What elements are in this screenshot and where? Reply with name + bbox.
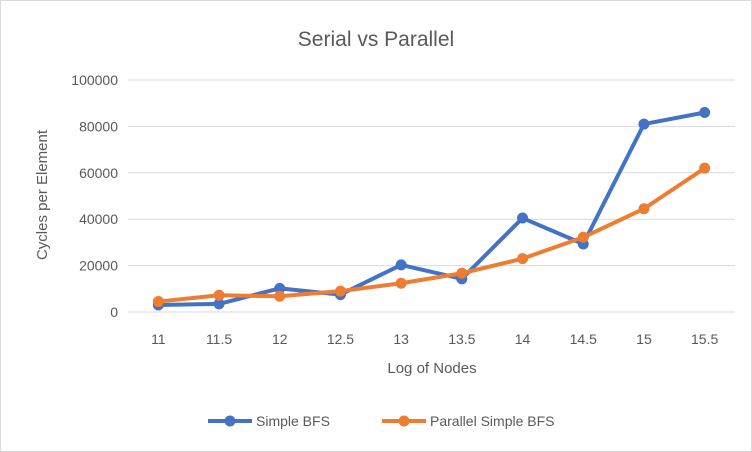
data-point-parallel-simple-bfs	[334, 285, 346, 297]
data-point-parallel-simple-bfs	[152, 296, 164, 308]
x-tick-label: 13	[393, 331, 409, 347]
data-point-simple-bfs	[638, 118, 650, 130]
data-point-parallel-simple-bfs	[274, 290, 286, 302]
data-point-parallel-simple-bfs	[577, 231, 589, 243]
series-line-parallel-simple-bfs	[156, 166, 707, 304]
y-axis-label: Cycles per Element	[34, 129, 51, 260]
data-point-simple-bfs	[395, 259, 407, 271]
x-tick-label: 14.5	[570, 331, 597, 347]
x-tick-label: 12.5	[327, 331, 354, 347]
series-line-simple-bfs	[156, 110, 707, 308]
x-tick-label: 14	[515, 331, 531, 347]
x-axis-tick-labels: 11 11.5 12 12.5 13 13.5 14 14.5 15 15.5	[151, 331, 718, 347]
y-tick-label: 20000	[79, 258, 118, 274]
y-tick-label: 40000	[79, 211, 118, 227]
legend-marker-simple-bfs	[224, 415, 236, 427]
y-tick-label: 60000	[79, 165, 118, 181]
legend: Simple BFS Parallel Simple BFS	[208, 413, 555, 429]
y-tick-label: 80000	[79, 118, 118, 134]
data-point-parallel-simple-bfs	[638, 203, 650, 215]
data-point-simple-bfs	[699, 106, 711, 118]
data-point-parallel-simple-bfs	[213, 289, 225, 301]
data-point-parallel-simple-bfs	[517, 253, 529, 265]
gridlines	[128, 79, 735, 313]
legend-label-parallel-simple-bfs: Parallel Simple BFS	[430, 413, 555, 429]
data-point-simple-bfs	[274, 282, 286, 294]
y-tick-label: 0	[110, 304, 118, 320]
y-axis-tick-labels: 0 20000 40000 60000 80000 100000	[71, 72, 118, 320]
legend-label-simple-bfs: Simple BFS	[256, 413, 330, 429]
legend-marker-parallel-simple-bfs	[398, 415, 410, 427]
chart-title: Serial vs Parallel	[298, 28, 454, 51]
x-tick-label: 11	[151, 331, 166, 347]
x-tick-label: 15.5	[691, 331, 718, 347]
x-tick-label: 13.5	[448, 331, 475, 347]
data-point-simple-bfs	[517, 212, 529, 224]
data-point-parallel-simple-bfs	[395, 277, 407, 289]
x-tick-label: 11.5	[206, 331, 232, 347]
x-axis-label: Log of Nodes	[387, 360, 476, 377]
data-point-simple-bfs	[213, 298, 225, 310]
x-tick-label: 15	[636, 331, 652, 347]
series-lines	[152, 106, 711, 311]
data-point-parallel-simple-bfs	[699, 162, 711, 174]
data-point-parallel-simple-bfs	[456, 267, 468, 279]
y-tick-label: 100000	[71, 72, 118, 88]
x-tick-label: 12	[272, 331, 288, 347]
